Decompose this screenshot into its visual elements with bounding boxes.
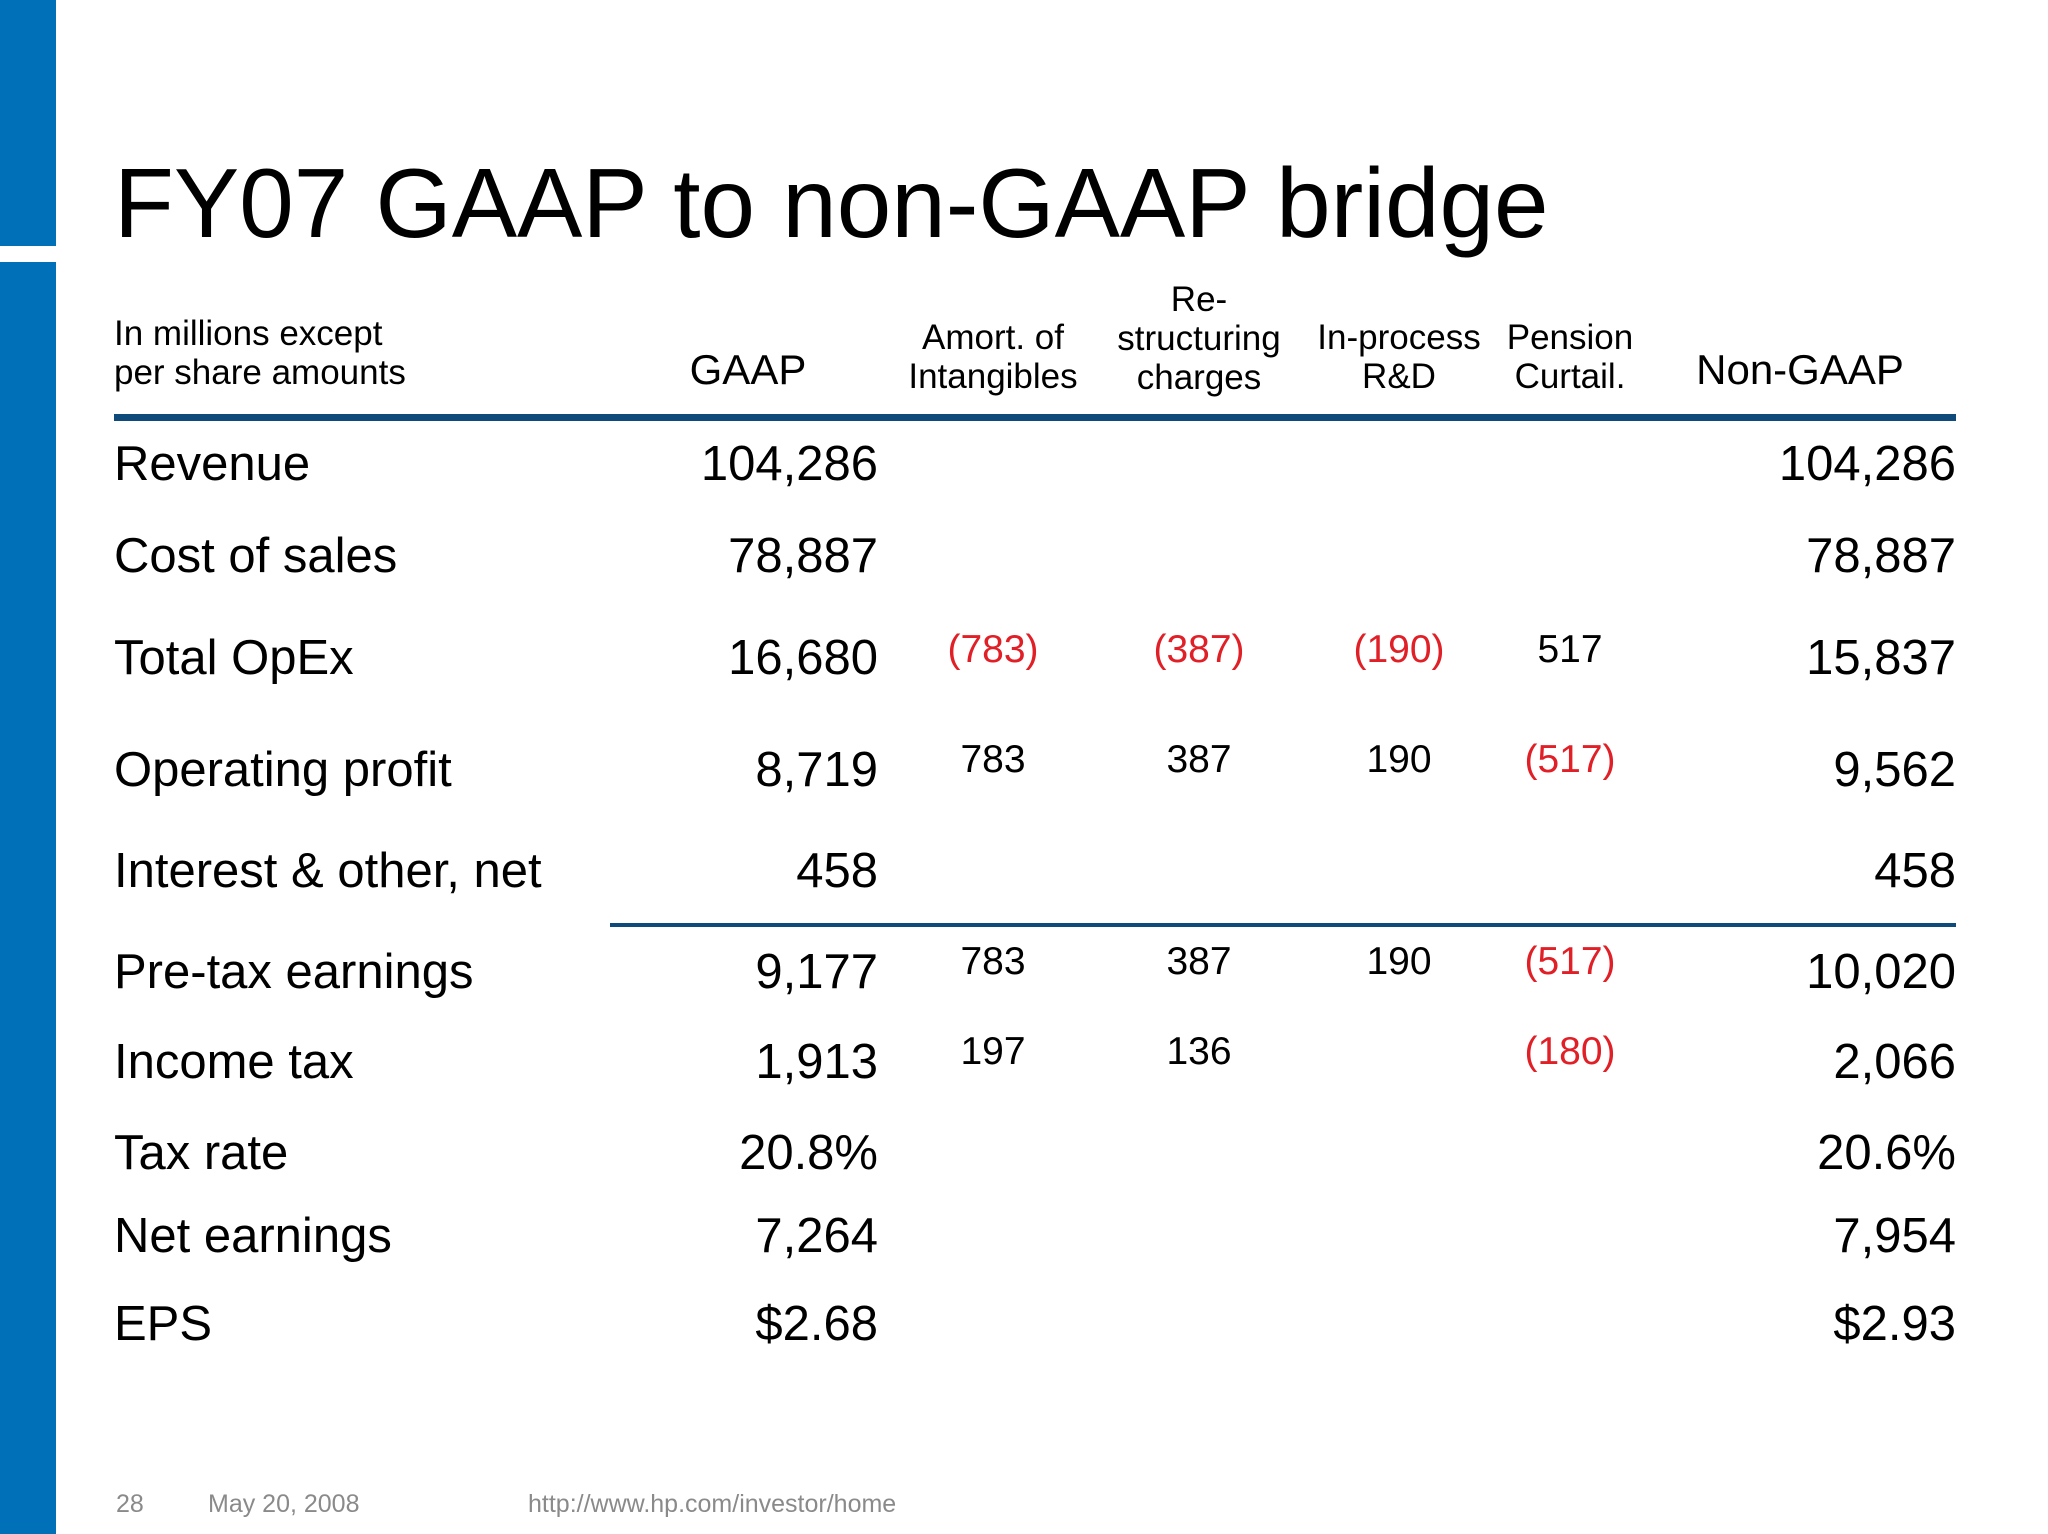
row-label: Tax rate xyxy=(114,1126,289,1180)
in-process-rd-value: 190 xyxy=(1366,940,1432,983)
table-row-eps: EPS $2.68 $2.93 xyxy=(0,1296,2048,1351)
header-amortization: Amort. of Intangibles xyxy=(893,318,1093,396)
gaap-value: 20.8% xyxy=(739,1126,878,1180)
header-gaap: GAAP xyxy=(689,346,807,393)
header-restructuring-line2: structuring xyxy=(1117,319,1281,358)
amortization-value: 783 xyxy=(960,738,1026,781)
units-note: In millions except per share amounts xyxy=(114,314,406,392)
units-note-line2: per share amounts xyxy=(114,353,406,392)
table-row-net-earnings: Net earnings 7,264 7,954 xyxy=(0,1208,2048,1263)
header-amortization-line2: Intangibles xyxy=(908,357,1078,396)
gaap-value: 9,177 xyxy=(755,945,878,999)
header-pension-line1: Pension xyxy=(1506,318,1634,357)
table-row-interest-other: Interest & other, net 458 458 xyxy=(0,843,2048,898)
header-pension-line2: Curtail. xyxy=(1514,357,1626,396)
header-non-gaap: Non-GAAP xyxy=(1696,346,1904,393)
table-row-revenue: Revenue 104,286 104,286 xyxy=(0,436,2048,491)
row-label: Cost of sales xyxy=(114,529,398,583)
footer-url: http://www.hp.com/investor/home xyxy=(528,1490,897,1518)
restructuring-value: 387 xyxy=(1166,738,1232,781)
accent-bar-bottom xyxy=(0,262,56,1534)
header-amortization-line1: Amort. of xyxy=(922,318,1064,357)
gaap-value: 78,887 xyxy=(728,529,878,583)
restructuring-value: (387) xyxy=(1153,628,1245,671)
table-row-income-tax: Income tax 1,913 197 136 (180) 2,066 xyxy=(0,1030,2048,1089)
gaap-value: 1,913 xyxy=(755,1035,878,1089)
restructuring-value: 387 xyxy=(1166,940,1232,983)
pension-value: (517) xyxy=(1524,940,1616,983)
pension-value: (517) xyxy=(1524,738,1616,781)
accent-bar-top xyxy=(0,0,56,246)
subtotal-divider xyxy=(610,923,1956,927)
non-gaap-value: 10,020 xyxy=(1806,945,1956,999)
restructuring-value: 136 xyxy=(1166,1030,1232,1073)
table-row-operating-profit: Operating profit 8,719 783 387 190 (517)… xyxy=(0,738,2048,797)
row-label: Income tax xyxy=(114,1035,354,1089)
header-pension-curtailment: Pension Curtail. xyxy=(1495,318,1645,396)
non-gaap-value: 104,286 xyxy=(1778,437,1956,491)
page-number: 28 xyxy=(116,1490,144,1518)
header-restructuring: Re- structuring charges xyxy=(1099,280,1299,397)
in-process-rd-value: 190 xyxy=(1366,738,1432,781)
units-note-line1: In millions except xyxy=(114,314,383,353)
non-gaap-value: $2.93 xyxy=(1833,1297,1956,1351)
table-row-pre-tax-earnings: Pre-tax earnings 9,177 783 387 190 (517)… xyxy=(0,940,2048,999)
non-gaap-value: 9,562 xyxy=(1833,743,1956,797)
header-divider xyxy=(114,414,1956,421)
gaap-value: 8,719 xyxy=(755,743,878,797)
in-process-rd-value: (190) xyxy=(1353,628,1445,671)
table-row-total-opex: Total OpEx 16,680 (783) (387) (190) 517 … xyxy=(0,628,2048,685)
row-label: Net earnings xyxy=(114,1209,392,1263)
row-label: Operating profit xyxy=(114,743,452,797)
non-gaap-value: 20.6% xyxy=(1817,1126,1956,1180)
amortization-value: (783) xyxy=(947,628,1039,671)
amortization-value: 783 xyxy=(960,940,1026,983)
header-in-process-rd-line1: In-process xyxy=(1317,318,1481,357)
row-label: Revenue xyxy=(114,437,311,491)
gaap-value: 104,286 xyxy=(700,437,878,491)
non-gaap-value: 15,837 xyxy=(1806,631,1956,685)
gaap-value: 458 xyxy=(796,844,878,898)
row-label: Interest & other, net xyxy=(114,844,542,898)
non-gaap-value: 78,887 xyxy=(1806,529,1956,583)
amortization-value: 197 xyxy=(960,1030,1026,1073)
non-gaap-value: 2,066 xyxy=(1833,1035,1956,1089)
pension-value: (180) xyxy=(1524,1030,1616,1073)
non-gaap-value: 458 xyxy=(1874,844,1956,898)
table-row-tax-rate: Tax rate 20.8% 20.6% xyxy=(0,1125,2048,1180)
non-gaap-value: 7,954 xyxy=(1833,1209,1956,1263)
slide-title: FY07 GAAP to non-GAAP bridge xyxy=(114,148,1549,258)
gaap-value: 7,264 xyxy=(755,1209,878,1263)
pension-value: 517 xyxy=(1537,628,1603,671)
row-label: Total OpEx xyxy=(114,631,354,685)
footer-date: May 20, 2008 xyxy=(208,1490,360,1518)
table-row-cost-of-sales: Cost of sales 78,887 78,887 xyxy=(0,528,2048,583)
header-in-process-rd: In-process R&D xyxy=(1304,318,1494,396)
gaap-value: $2.68 xyxy=(755,1297,878,1351)
row-label: EPS xyxy=(114,1297,213,1351)
gaap-value: 16,680 xyxy=(728,631,878,685)
header-in-process-rd-line2: R&D xyxy=(1362,357,1436,396)
row-label: Pre-tax earnings xyxy=(114,945,474,999)
header-restructuring-line1: Re- xyxy=(1170,280,1228,319)
header-restructuring-line3: charges xyxy=(1136,358,1262,397)
